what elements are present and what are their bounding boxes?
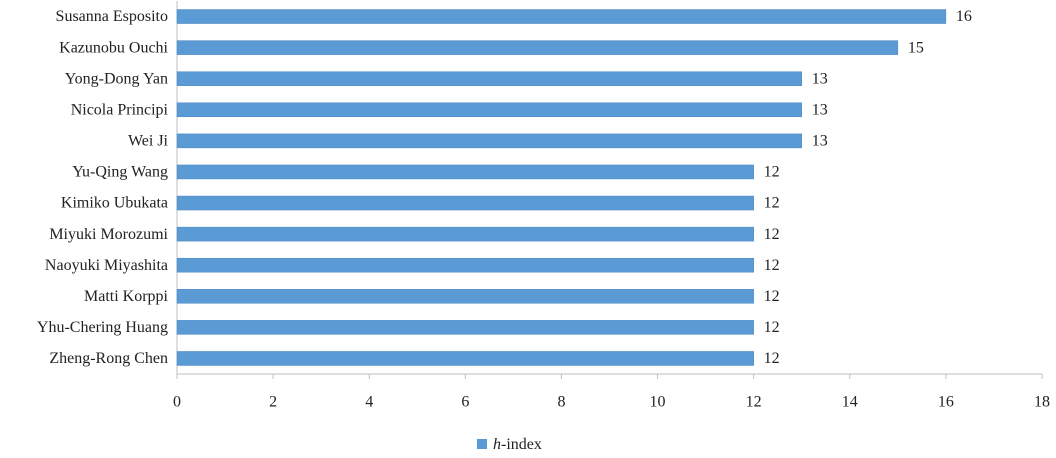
- bar: [176, 40, 899, 55]
- bar: [176, 71, 802, 86]
- x-tick-label: 4: [365, 394, 373, 411]
- bar: [176, 195, 754, 211]
- x-tick-label: 8: [557, 394, 565, 411]
- y-tick-label: Nicola Principi: [71, 101, 169, 118]
- x-tick-label: 2: [269, 394, 277, 411]
- y-tick-label: Matti Korppi: [84, 288, 169, 305]
- data-label: 12: [764, 319, 780, 336]
- data-label: 13: [812, 133, 828, 150]
- x-tick-label: 0: [173, 394, 181, 411]
- bar: [176, 289, 754, 304]
- y-tick-label: Wei Ji: [128, 133, 169, 150]
- bar: [176, 133, 802, 149]
- y-tick-label: Naoyuki Miyashita: [45, 257, 168, 274]
- y-tick-label: Miyuki Morozumi: [49, 226, 168, 243]
- data-label: 12: [764, 350, 780, 367]
- y-tick-label: Yhu-Chering Huang: [37, 319, 168, 336]
- y-tick-label: Susanna Esposito: [56, 8, 168, 25]
- data-label: 13: [812, 101, 828, 118]
- bar: [176, 226, 754, 242]
- data-label: 12: [764, 226, 780, 243]
- y-tick-label: Zheng-Rong Chen: [49, 350, 168, 367]
- y-tick-label: Yu-Qing Wang: [72, 164, 168, 181]
- x-tick-label: 18: [1034, 394, 1050, 411]
- bar: [176, 102, 802, 118]
- data-label: 12: [764, 164, 780, 181]
- bar: [176, 164, 754, 180]
- bar: [176, 257, 754, 273]
- data-label: 12: [764, 288, 780, 305]
- y-tick-label: Kimiko Ubukata: [61, 195, 168, 212]
- data-label: 15: [908, 39, 924, 56]
- data-label: 12: [764, 257, 780, 274]
- bar: [176, 9, 947, 24]
- bar: [176, 320, 754, 335]
- legend-label: h-index: [493, 436, 542, 453]
- y-tick-label: Yong-Dong Yan: [65, 70, 168, 87]
- x-tick-label: 6: [461, 394, 469, 411]
- x-tick-label: 12: [746, 394, 762, 411]
- y-tick-label: Kazunobu Ouchi: [59, 39, 168, 56]
- data-label: 13: [812, 70, 828, 87]
- data-label: 12: [764, 195, 780, 212]
- x-tick-label: 16: [938, 394, 954, 411]
- legend-swatch: [477, 439, 487, 449]
- data-label: 16: [956, 8, 972, 25]
- bar: [176, 351, 754, 366]
- x-tick-label: 10: [650, 394, 666, 411]
- x-tick-label: 14: [842, 394, 858, 411]
